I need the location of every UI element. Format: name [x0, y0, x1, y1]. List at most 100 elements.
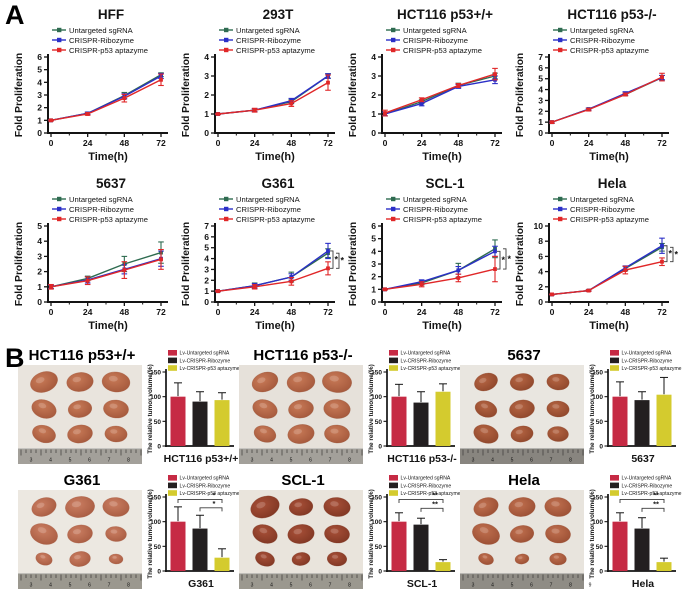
- legend-label: Lv-CRISPR-Ribozyme: [401, 483, 452, 489]
- ruler: [460, 448, 584, 464]
- y-tick-label: 2: [538, 282, 543, 292]
- legend-marker-icon: [57, 206, 62, 212]
- series-line: [50, 251, 162, 288]
- tumor-blob: [323, 497, 351, 517]
- y-tick-label: 5: [37, 221, 42, 231]
- x-tick-label: 48: [120, 307, 130, 317]
- bar-lv-crispr-ribozyme: [192, 528, 208, 571]
- data-point-marker: [252, 108, 257, 113]
- legend-label: Lv-CRISPR-p53 aptazyme: [180, 366, 240, 372]
- sig-bracket: [503, 248, 507, 270]
- tumor-blob: [67, 400, 93, 418]
- ruler-number: 6: [309, 458, 312, 464]
- y-tick-label: 150: [592, 495, 603, 502]
- tumor-highlight: [515, 377, 523, 383]
- x-tick-label: 0: [550, 307, 555, 317]
- ruler: [239, 448, 363, 464]
- legend-label: CRISPR-p53 aptazyme: [236, 46, 315, 55]
- series-crispr-ribozyme: [215, 73, 331, 116]
- series-line: [217, 75, 329, 115]
- legend-label: Lv-CRISPR-p53 aptazyme: [622, 366, 682, 372]
- legend-swatch-icon: [389, 350, 398, 356]
- legend-swatch-icon: [389, 475, 398, 481]
- tumor-blob: [324, 424, 350, 444]
- y-tick-label: 0: [599, 569, 603, 576]
- tumor-blob: [546, 400, 570, 418]
- sig-bracket: [336, 252, 340, 269]
- tumor-highlight: [481, 403, 488, 409]
- tumor-blob: [65, 496, 95, 518]
- y-axis-title: The relative tumor volume(%): [147, 489, 154, 579]
- tumor-blob: [35, 552, 53, 566]
- series-line: [217, 75, 329, 115]
- y-tick-label: 4: [538, 267, 543, 277]
- tumor-highlight: [37, 527, 47, 534]
- legend-label: Lv-Untargeted sgRNA: [622, 476, 672, 482]
- series-line: [217, 252, 329, 292]
- subpanel-title: HCT116 p53+/+: [28, 347, 136, 364]
- tumor-blob: [31, 497, 57, 517]
- chart-title: HFF: [98, 7, 124, 22]
- y-tick-label: 0: [157, 569, 161, 576]
- y-tick-label: 1: [371, 284, 376, 294]
- legend-marker-icon: [391, 206, 396, 212]
- series-crispr-ribozyme: [215, 242, 331, 294]
- bar-lv-crispr-p53-aptazyme: [435, 562, 451, 571]
- legend-swatch-icon: [610, 475, 619, 481]
- y-tick-label: 6: [37, 52, 42, 62]
- ruler-number: 3: [472, 583, 475, 589]
- tumor-highlight: [330, 501, 339, 507]
- y-tick-label: 4: [538, 85, 543, 95]
- tumor-highlight: [108, 375, 118, 382]
- tumor-blob: [253, 425, 277, 443]
- series-crispr-ribozyme: [549, 237, 665, 297]
- bar-x-label: SCL-1: [407, 578, 437, 590]
- chart-title: Hela: [598, 176, 627, 191]
- tumor-blob: [509, 525, 535, 543]
- x-axis-title: Time(h): [255, 151, 295, 163]
- data-point-marker: [326, 80, 330, 85]
- y-tick-label: 0: [378, 569, 382, 576]
- x-tick-label: 72: [323, 307, 333, 317]
- ruler-number: 8: [348, 458, 351, 464]
- data-point-marker: [122, 268, 127, 272]
- tumor-highlight: [515, 529, 523, 535]
- ruler-number: 4: [49, 583, 52, 589]
- tumor-highlight: [293, 376, 303, 383]
- y-tick-label: 6: [538, 63, 543, 73]
- ruler-number: 8: [569, 583, 572, 589]
- series-crispr-p53-aptazyme: [549, 257, 665, 297]
- tumor-highlight: [330, 528, 339, 534]
- x-tick-label: 24: [417, 307, 427, 317]
- line-chart-hct116-p53: HCT116 p53+/+ Untargeted sgRNACRISPR-Ribo…: [348, 7, 502, 163]
- y-tick-label: 150: [371, 495, 382, 502]
- series-line: [384, 79, 496, 115]
- legend-marker-icon: [57, 47, 62, 53]
- series-crispr-p53-aptazyme: [48, 73, 164, 123]
- tumor-highlight: [71, 501, 82, 508]
- y-axis-title: Fold Proliferation: [515, 222, 526, 306]
- y-tick-label: 4: [371, 246, 376, 256]
- data-point-marker: [289, 101, 294, 106]
- y-tick-label: 4: [204, 52, 209, 62]
- y-tick-label: 0: [204, 128, 209, 138]
- legend-label: Untargeted sgRNA: [403, 26, 468, 35]
- legend-label: CRISPR-p53 aptazyme: [69, 215, 148, 224]
- series-crispr-ribozyme: [382, 245, 498, 292]
- tumor-blob: [508, 497, 536, 517]
- tumor-blob: [549, 552, 567, 566]
- legend-label: Untargeted sgRNA: [403, 195, 468, 204]
- photo-block-hct116-p53: HCT116 p53+/+ 3 4 5 6 7 8: [18, 346, 146, 464]
- series-untargeted-sgrna: [215, 73, 331, 116]
- ruler-number: 3: [251, 458, 254, 464]
- legend-label: Lv-CRISPR-p53 aptazyme: [401, 491, 461, 497]
- y-tick-label: 3: [371, 259, 376, 269]
- tumor-highlight: [480, 427, 489, 434]
- tumor-highlight: [259, 402, 268, 409]
- ruler-number: 6: [309, 583, 312, 589]
- tumor-blob: [32, 424, 56, 444]
- data-point-marker: [326, 249, 330, 253]
- legend-label: CRISPR-Ribozyme: [570, 205, 635, 214]
- legend-label: Lv-Untargeted sgRNA: [180, 351, 230, 357]
